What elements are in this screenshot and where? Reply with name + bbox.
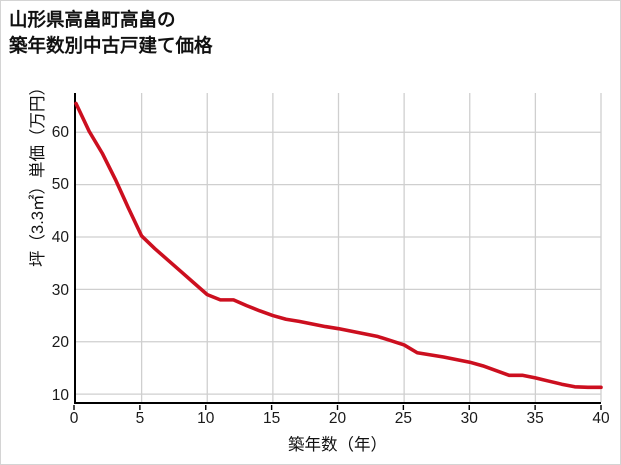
grid-lines [76,93,602,402]
y-tick-label: 60 [51,123,69,141]
plot-area [74,93,603,404]
y-tick-label: 40 [51,228,69,246]
data-series-line [74,101,603,390]
y-tick-label: 50 [51,176,69,194]
x-tick-label: 35 [526,410,544,427]
x-tick-marks [73,405,602,410]
x-tick-label: 25 [394,410,412,427]
y-tick-label: 30 [51,281,69,299]
x-tick-label: 10 [197,410,215,427]
y-tick-label: 20 [51,334,69,352]
x-tick-label: 40 [592,410,610,427]
series-path [74,101,603,390]
x-axis-label: 築年数（年） [288,436,387,454]
y-axis-label: 坪（3.3㎡）単価（万円） [29,79,47,267]
y-tick-label: 10 [51,387,69,405]
y-axis-ticks: 10 20 30 40 50 60 [31,93,69,405]
x-axis-ticks: 0 5 10 15 20 25 30 35 40 [70,405,610,434]
x-tick-label: 30 [460,410,478,427]
chart-title: 山形県高畠町高畠の 築年数別中古戸建て価格 [9,9,213,57]
x-tick-label: 5 [135,410,145,427]
x-tick-label: 20 [328,410,347,427]
x-tick-label: 15 [263,410,281,427]
x-tick-label: 0 [69,410,79,427]
